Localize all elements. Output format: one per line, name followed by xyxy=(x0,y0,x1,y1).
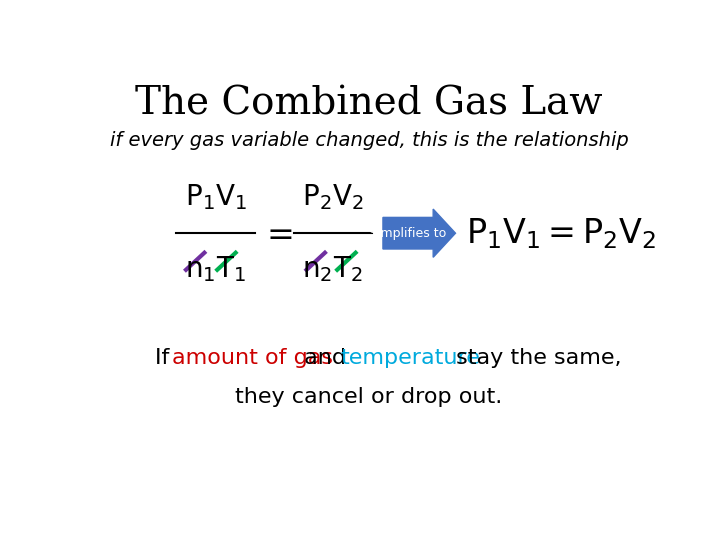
Text: stay the same,: stay the same, xyxy=(449,348,621,368)
Text: $\mathrm{P_1V_1}$: $\mathrm{P_1V_1}$ xyxy=(184,183,246,212)
Text: temperature: temperature xyxy=(341,348,480,368)
Text: amount of gas: amount of gas xyxy=(172,348,333,368)
Text: $\mathrm{n_1T_1}$: $\mathrm{n_1T_1}$ xyxy=(185,254,246,284)
Text: $\mathrm{n_2T_2}$: $\mathrm{n_2T_2}$ xyxy=(302,254,363,284)
Text: If: If xyxy=(156,348,177,368)
Polygon shape xyxy=(383,209,456,258)
Text: they cancel or drop out.: they cancel or drop out. xyxy=(235,387,503,408)
Text: The Combined Gas Law: The Combined Gas Law xyxy=(135,85,603,123)
Text: $\mathrm{P_2V_2}$: $\mathrm{P_2V_2}$ xyxy=(302,183,364,212)
Text: Simplifies to: Simplifies to xyxy=(369,227,446,240)
Text: $=$: $=$ xyxy=(261,217,293,249)
Text: if every gas variable changed, this is the relationship: if every gas variable changed, this is t… xyxy=(109,131,629,150)
Text: and: and xyxy=(297,348,353,368)
Text: $\mathrm{P_1V_1 = P_2V_2}$: $\mathrm{P_1V_1 = P_2V_2}$ xyxy=(467,216,657,251)
